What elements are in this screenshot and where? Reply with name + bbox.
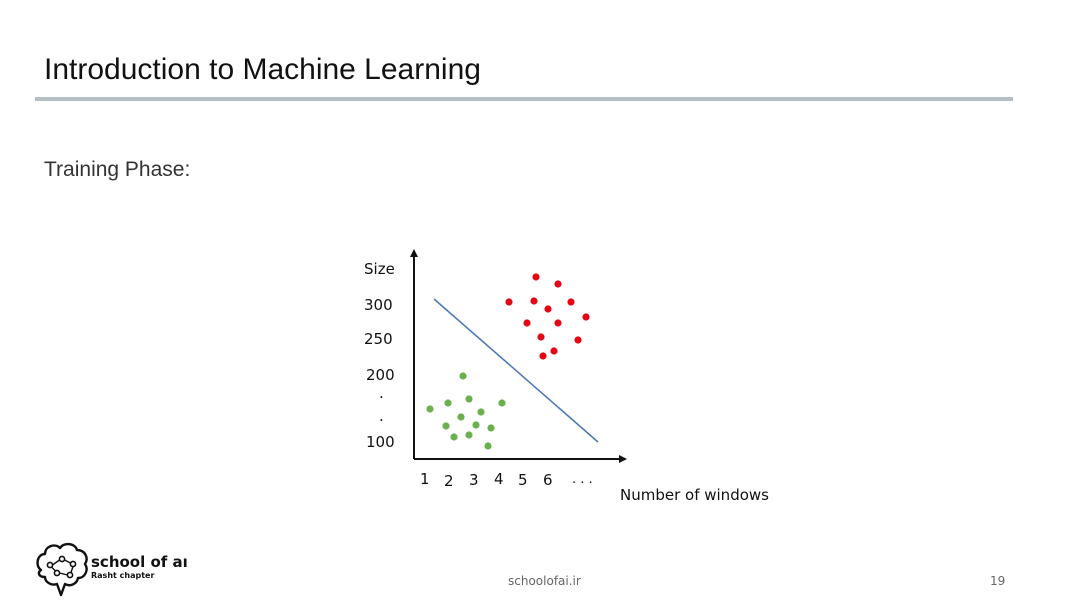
footer-url: schoolofai.ir [508, 574, 581, 588]
class-b-point [472, 421, 480, 429]
class-a-point [554, 319, 562, 327]
class-b-point [498, 399, 506, 407]
y-tick-label: 300 [364, 296, 393, 314]
class-b-point [442, 422, 450, 430]
school-of-ai-logo [36, 542, 88, 597]
y-tick-label: 100 [366, 433, 395, 451]
class-a-point [554, 280, 562, 288]
class-a-point [505, 298, 513, 306]
class-a-point [530, 297, 538, 305]
decision-boundary [433, 298, 599, 443]
x-tick-label: 3 [469, 471, 479, 489]
x-tick-label: 4 [494, 470, 504, 488]
class-a-point [532, 273, 540, 281]
slide-title: Introduction to Machine Learning [44, 53, 481, 86]
class-a-point [582, 313, 590, 321]
class-a-point [537, 333, 545, 341]
x-tick-label: 5 [518, 471, 528, 489]
class-a-point [574, 336, 582, 344]
class-b-point [484, 442, 492, 450]
page-number: 19 [990, 574, 1006, 588]
section-heading: Training Phase: [44, 158, 191, 181]
class-b-point [477, 408, 485, 416]
title-divider [35, 97, 1013, 101]
class-a-point [550, 347, 558, 355]
y-tick-label: . [379, 384, 384, 402]
class-a-points [505, 273, 590, 360]
class-b-point [465, 395, 473, 403]
class-b-point [450, 433, 458, 441]
logo-subtitle: Rasht chapter [91, 571, 155, 580]
class-b-points [426, 372, 506, 450]
x-axis-label: Number of windows [620, 486, 769, 504]
class-a-point [523, 319, 531, 327]
x-tick-label: 6 [543, 471, 553, 489]
x-tick-label: . . . [572, 472, 593, 487]
y-tick-label: . [379, 407, 384, 425]
class-b-point [457, 413, 465, 421]
class-b-point [426, 405, 434, 413]
class-a-point [544, 305, 552, 313]
x-tick-label: 2 [444, 472, 454, 490]
logo-wordmark: school of aı [91, 553, 188, 571]
class-b-point [487, 424, 495, 432]
y-tick-label: 200 [366, 366, 395, 384]
class-b-point [444, 399, 452, 407]
x-tick-label: 1 [420, 470, 430, 488]
class-b-point [459, 372, 467, 380]
class-a-point [539, 352, 547, 360]
y-axis-label: Size [364, 260, 395, 278]
class-b-point [465, 431, 473, 439]
class-a-point [567, 298, 575, 306]
y-tick-label: 250 [364, 330, 393, 348]
